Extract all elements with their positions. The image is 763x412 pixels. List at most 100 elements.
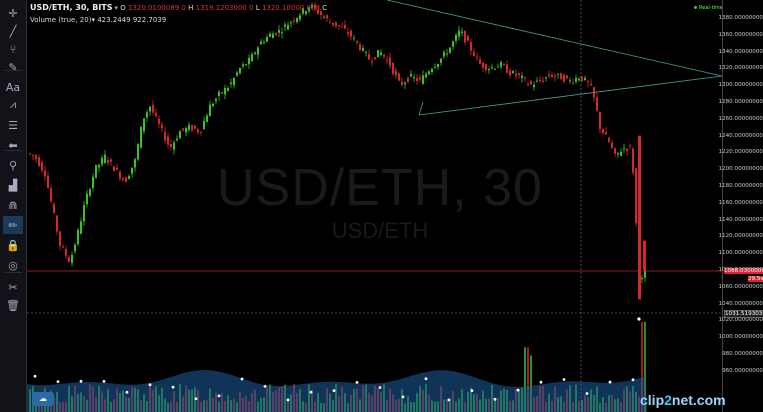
candle-body [617, 152, 619, 155]
candle-body [194, 125, 196, 129]
remove-tool-icon[interactable]: ✂ [8, 280, 18, 294]
candle-body [368, 54, 370, 60]
volume-marker-dot [637, 317, 641, 321]
volume-marker-dot [56, 380, 60, 383]
candle-body [50, 188, 52, 202]
candle-body [359, 44, 361, 51]
volume-title[interactable]: Volume (true, 20) [30, 16, 92, 24]
candle-body [479, 59, 481, 64]
toolbar-separator [4, 230, 22, 231]
candle-body [599, 111, 601, 130]
candle-body [470, 42, 472, 51]
candle-body [587, 81, 589, 83]
candle-body [257, 47, 259, 55]
candle-body [527, 84, 529, 86]
candle-body [284, 24, 286, 27]
trend-line-tool-icon[interactable]: ╱ [9, 24, 17, 38]
candle-body [643, 240, 646, 270]
candle-body [263, 42, 265, 44]
candle-body [251, 54, 253, 62]
trendline-segment [418, 101, 424, 116]
text-tool-icon[interactable]: Aa [5, 80, 21, 94]
price-tick-label: 1320.00000000 [718, 65, 763, 72]
candle-body [152, 105, 154, 113]
candle-body [308, 7, 310, 12]
candle-body [623, 148, 625, 150]
brush-tool-icon[interactable]: ✎ [8, 60, 18, 74]
candle-body [32, 154, 34, 156]
candle-body [200, 131, 202, 133]
candle-body [497, 66, 499, 68]
price-tick-label: 980.00000000 [722, 351, 763, 357]
price-tick-label: 1260.00000000 [718, 115, 763, 122]
chevron-down-icon[interactable]: ▾ [114, 4, 119, 12]
candle-body [272, 33, 274, 39]
candle-body [524, 77, 526, 79]
candle-body [230, 82, 232, 85]
crosshair-tool-icon[interactable]: ✛ [8, 6, 18, 20]
candle-body [146, 112, 148, 118]
volume-marker-dot [516, 388, 520, 392]
magnet-tool-icon[interactable]: ⋒ [8, 198, 18, 212]
price-axis[interactable]: 1380.00000000 1360.00000000 1340.00000000 1… [718, 0, 763, 412]
measure-tool-icon[interactable]: ▟ [8, 178, 18, 192]
watermark-part2: 2 [664, 392, 672, 408]
candle-body [80, 221, 82, 234]
candle-body [35, 155, 37, 159]
candle-body [554, 75, 556, 77]
volume-marker-dot [125, 390, 129, 394]
candle-body [380, 52, 382, 56]
volume-moving-average-area [27, 370, 647, 412]
candle-body [314, 4, 316, 9]
candle-body [296, 18, 298, 23]
open-label: O [120, 4, 126, 12]
candle-body [197, 129, 199, 133]
lock-tool-icon[interactable]: 🔒 [6, 238, 20, 252]
candle-body [605, 132, 607, 135]
chevron-down-icon[interactable]: ▾ [91, 16, 95, 24]
fib-tool-icon[interactable]: ☰ [8, 118, 18, 132]
candle-body [161, 124, 163, 129]
price-chart[interactable] [27, 0, 722, 412]
candle-body [56, 215, 58, 232]
pattern-tool-icon[interactable]: ⩘ [9, 98, 17, 111]
candle-body [530, 81, 532, 85]
candle-body [338, 25, 340, 27]
candle-body [506, 64, 508, 73]
stay-drawing-tool-icon[interactable]: ✏ [3, 216, 23, 234]
zoom-tool-icon[interactable]: ⚲ [8, 158, 18, 172]
candle-body [137, 144, 139, 160]
price-tick-label: 1160.00000000 [718, 199, 763, 206]
candle-body [434, 66, 436, 68]
candle-body [347, 31, 349, 34]
candle-body [572, 82, 574, 84]
open-value: 1320.0100089 0 [128, 4, 186, 12]
candle-body [185, 127, 187, 133]
volume-marker-dot [585, 392, 589, 395]
candle-body [176, 138, 178, 141]
candle-body [89, 189, 91, 196]
hide-tool-icon[interactable]: ◎ [8, 258, 18, 272]
symbol-legend[interactable]: USD/ETH, 30, BITS ▾ O 1320.0100089 0 H 13… [30, 3, 327, 12]
candle-body [584, 77, 586, 81]
candle-body [614, 148, 616, 154]
cloud-save-icon[interactable]: ☁ [32, 392, 54, 406]
volume-marker-dot [608, 380, 612, 384]
candle-body [74, 244, 76, 252]
watermark-part3: net.com [671, 392, 726, 408]
volume-legend[interactable]: Volume (true, 20)▾ 423.2449 922.7039 [30, 16, 166, 24]
candle-body [563, 75, 565, 82]
fork-tool-icon[interactable]: ⑂ [9, 42, 17, 56]
candle-body [188, 124, 190, 131]
trash-tool-icon[interactable]: 🗑 [6, 298, 20, 312]
volume-marker-dot [447, 398, 451, 402]
price-tick-label: 1300.00000000 [718, 82, 763, 89]
volume-marker-dot [79, 379, 83, 383]
candle-body [404, 82, 406, 85]
symbol-title[interactable]: USD/ETH, 30, BITS [30, 3, 113, 12]
candle-body [278, 29, 280, 33]
arrow-tool-icon[interactable]: ⬅ [8, 138, 18, 152]
candle-body [635, 168, 637, 224]
volume-marker-dot [286, 398, 290, 402]
candle-body [317, 9, 319, 14]
